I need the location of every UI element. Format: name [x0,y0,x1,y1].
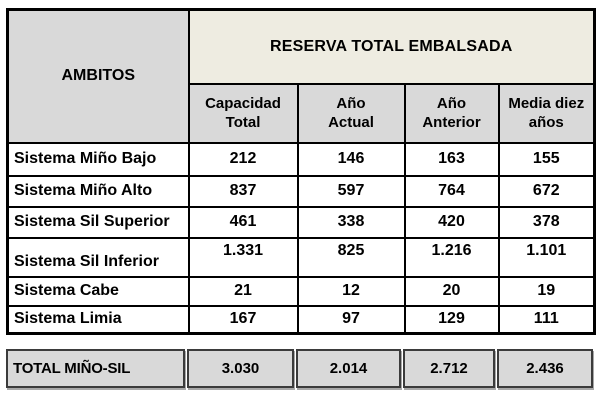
header-row-columns: Capacidad Total Año Actual Año Anterior … [8,82,596,144]
value-cell: 20 [403,275,500,307]
col-header-line2: Anterior [422,114,481,131]
row-label-cell: Sistema Cabe [6,275,190,307]
col-header-line1: Capacidad [205,95,281,112]
value-cell: 129 [403,304,500,335]
header-row-group: AMBITOS RESERVA TOTAL EMBALSADA [6,8,596,144]
value-cell: 597 [296,174,406,208]
value-cell: 21 [187,275,299,307]
col-header-capacidad-total: Capacidad Total [187,82,299,144]
row-label-cell: Sistema Miño Bajo [6,141,190,177]
group-header: RESERVA TOTAL EMBALSADA [187,8,596,85]
value-cell: 420 [403,205,500,239]
col-header-line1: Año [336,95,366,112]
value-cell: 461 [187,205,299,239]
value-cell: 764 [403,174,500,208]
reserva-table: AMBITOS RESERVA TOTAL EMBALSADA Capacida… [6,8,597,335]
total-label-cell: TOTAL MIÑO-SIL [6,349,185,388]
value-cell: 837 [187,174,299,208]
ambitos-header: AMBITOS [6,8,190,144]
total-row: TOTAL MIÑO-SIL 3.030 2.014 2.712 2.436 [6,349,593,388]
table-row: Sistema Sil Superior 461 338 420 378 [6,205,596,239]
col-header-ano-actual: Año Actual [296,82,406,144]
col-header-line1: Año [436,95,467,112]
value-cell: 378 [497,205,596,239]
value-cell: 111 [497,304,596,335]
value-cell: 146 [296,141,406,177]
table-row: Sistema Miño Bajo 212 146 163 155 [6,141,596,177]
value-cell: 167 [187,304,299,335]
total-value-cell: 3.030 [187,349,294,388]
row-label-cell: Sistema Sil Superior [6,205,190,239]
row-label-cell: Sistema Sil Inferior [6,236,190,278]
col-header-ano-anterior: Año Anterior [403,82,500,144]
total-value-cell: 2.436 [497,349,593,388]
value-cell: 163 [403,141,500,177]
value-cell: 1.331 [187,236,299,278]
total-value-cell: 2.014 [296,349,401,388]
row-label-cell: Sistema Limia [6,304,190,335]
value-cell: 212 [187,141,299,177]
col-header-line2: Total [225,114,261,131]
value-cell: 1.101 [497,236,596,278]
table-row: Sistema Sil Inferior 1.331 825 1.216 1.1… [6,236,596,278]
row-label-cell: Sistema Miño Alto [6,174,190,208]
value-cell: 97 [296,304,406,335]
total-value-cell: 2.712 [403,349,495,388]
col-header-media-diez-anos: Media diez años [497,82,596,144]
table-row: Sistema Limia 167 97 129 111 [6,304,596,335]
col-header-line1: Media diez [508,95,585,112]
value-cell: 338 [296,205,406,239]
value-cell: 672 [497,174,596,208]
col-header-line2: años [528,114,564,131]
value-cell: 155 [497,141,596,177]
value-cell: 825 [296,236,406,278]
value-cell: 19 [497,275,596,307]
table-row: Sistema Miño Alto 837 597 764 672 [6,174,596,208]
value-cell: 12 [296,275,406,307]
table-row: Sistema Cabe 21 12 20 19 [6,275,596,307]
col-header-line2: Actual [328,114,374,131]
value-cell: 1.216 [403,236,500,278]
